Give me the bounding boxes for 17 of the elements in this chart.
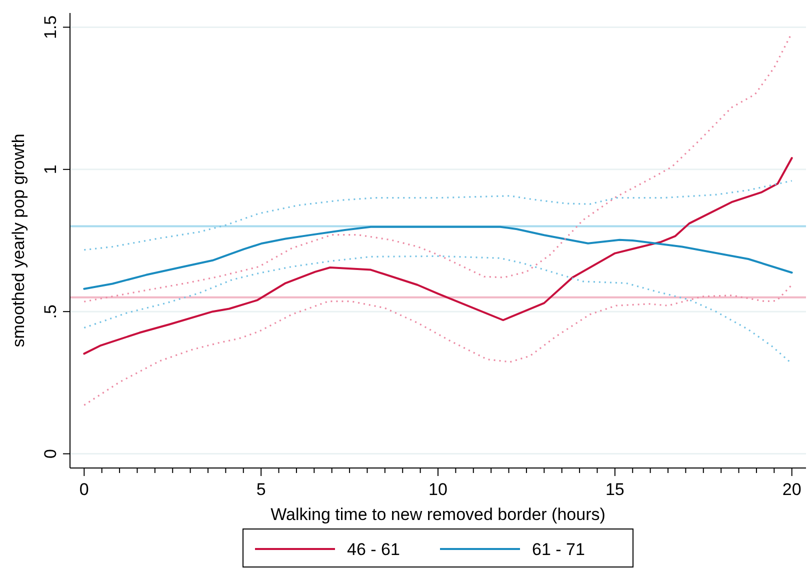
x-tick-label: 10 — [428, 480, 448, 499]
y-tick-label: 1 — [41, 164, 60, 174]
x-tick-label: 5 — [256, 480, 266, 499]
y-tick-label: 1.5 — [41, 15, 60, 40]
legend-label: 61 - 71 — [532, 540, 585, 559]
y-axis-title: smoothed yearly pop growth — [9, 134, 28, 348]
line-series — [83, 226, 793, 290]
legend-label: 46 - 61 — [347, 540, 400, 559]
x-axis-title: Walking time to new removed border (hours) — [270, 505, 606, 524]
x-tick-label: 15 — [605, 480, 624, 499]
line-series — [83, 157, 793, 355]
y-tick-label: .5 — [41, 304, 60, 319]
x-tick-label: 0 — [79, 480, 89, 499]
y-tick-label: 0 — [41, 449, 60, 459]
x-tick-label: 20 — [782, 480, 802, 499]
line-series — [83, 284, 793, 406]
line-series — [83, 180, 793, 251]
